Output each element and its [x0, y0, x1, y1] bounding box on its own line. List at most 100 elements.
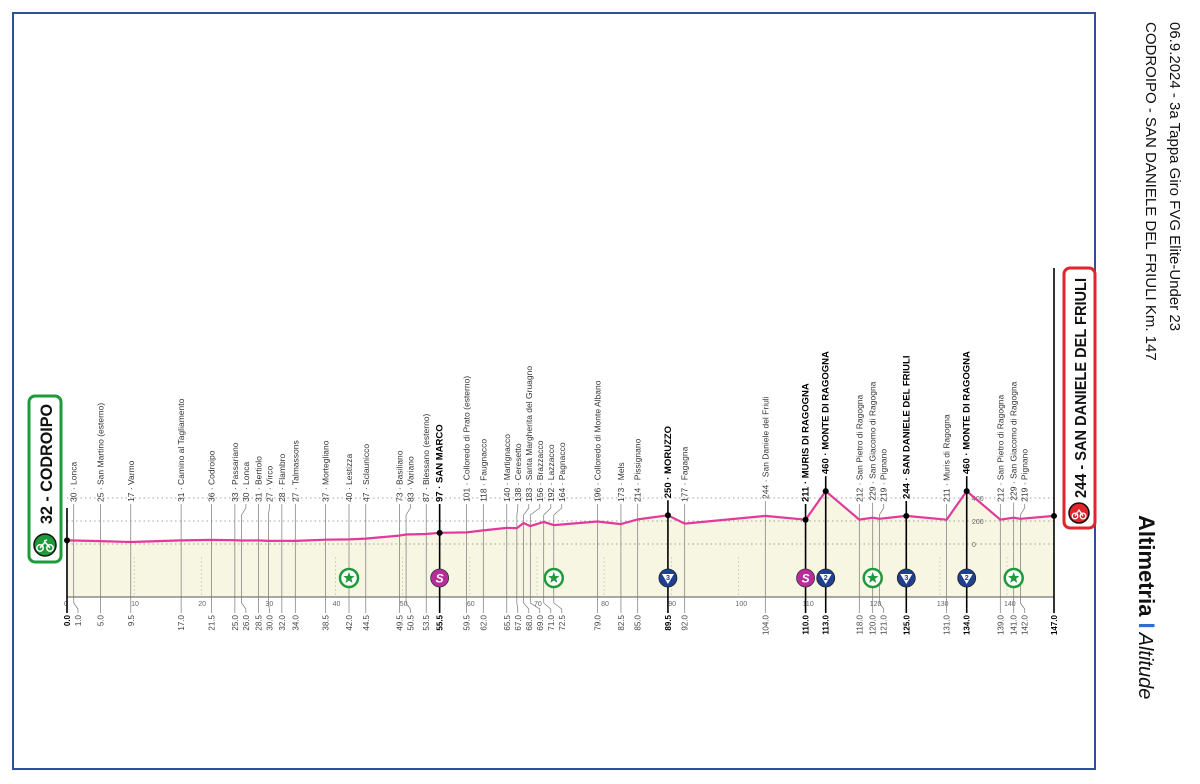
waypoint-km-label: 65.5	[503, 614, 512, 630]
waypoint-km-label: 44.5	[362, 614, 371, 630]
sprint-icon	[338, 567, 360, 589]
gpm-triangle	[661, 574, 674, 584]
gpm-climb-icon: 3	[658, 568, 678, 588]
waypoint-dot	[64, 537, 70, 544]
waypoint-km-label: 17.0	[177, 614, 186, 630]
waypoint-km-label: 42.0	[345, 614, 354, 630]
waypoint-km-label: 71.0	[547, 614, 556, 630]
waypoint-label: 83 · Variano	[405, 456, 415, 502]
waypoint-km-label: 21.5	[207, 614, 216, 630]
waypoint-dot	[1051, 512, 1057, 519]
svg-text:AltimetriaIAltitude: Altimetria I Altitude	[1134, 515, 1159, 699]
waypoint-km-label: 72.5	[558, 614, 567, 630]
waypoint-label: 211 · Muris di Ragogna	[942, 414, 952, 502]
waypoint-km-label: 49.5	[395, 614, 404, 630]
waypoint-km-label: 110.0	[802, 614, 811, 634]
waypoint-line	[529, 504, 541, 597]
waypoint-dot	[903, 512, 910, 519]
gpm-triangle	[900, 574, 913, 584]
waypoint-label: 118 · Faugnacco	[478, 439, 488, 502]
waypoint-km-tick	[73, 597, 79, 613]
waypoint-km-tick	[523, 597, 530, 613]
waypoint-label: 164 · Pagnacco	[557, 442, 567, 502]
waypoint-km-label: 1.0	[74, 614, 83, 626]
waypoint-km-tick	[1020, 597, 1026, 613]
waypoint-label: 101 · Colloredo di Prato (esterno)	[462, 376, 472, 502]
waypoint-label: 196 · Colloredo di Monte Albano	[592, 380, 602, 502]
start-badge: 32 - CODROIPO	[27, 394, 63, 564]
waypoint-km-label: 141.0	[1010, 614, 1019, 635]
waypoint-line	[516, 504, 519, 597]
waypoint-km-label: 142.0	[1021, 614, 1030, 635]
special-sprint-icon: S	[796, 568, 815, 588]
waypoint-label: 140 · Martignacco	[502, 434, 512, 502]
special-sprint-circle	[796, 568, 815, 588]
waypoint-label: 250 · MORUZZO	[663, 426, 674, 498]
waypoint-label: 37 · Mortegliano	[321, 440, 331, 502]
sprint-icon	[1003, 567, 1024, 589]
waypoint-km-label: 85.0	[634, 614, 643, 630]
waypoint-dot	[822, 488, 829, 495]
waypoint-km-tick	[268, 597, 270, 613]
waypoint-label: 36 · Codroipo	[206, 450, 216, 502]
waypoint-label: 47 · Sclaunicco	[361, 444, 371, 502]
bike-icon	[33, 533, 57, 557]
waypoint-line	[268, 504, 270, 597]
waypoint-km-label: 59.5	[463, 614, 472, 630]
waypoint-label: 138 · Ceresetto	[513, 443, 523, 502]
star-icon	[548, 572, 560, 583]
waypoint-label: 212 · San Pietro di Ragogna	[854, 394, 864, 502]
waypoint-label: 30 · Lonca	[241, 462, 251, 502]
km-tick-label: 110	[803, 601, 814, 608]
waypoint-km-label: 55.5	[436, 614, 445, 630]
waypoint-label: 156 · Brazzacco	[535, 440, 545, 502]
waypoint-km-label: 68.0	[525, 614, 534, 630]
waypoint-km-label: 118.0	[855, 614, 864, 634]
waypoint-label: 229 · San Giacomo di Ragogna	[1009, 381, 1019, 500]
km-tick-label: 90	[668, 601, 676, 608]
gpm-climb-icon: 2	[957, 568, 977, 588]
waypoint-km-label: 5.0	[97, 614, 106, 626]
km-tick-label: 20	[198, 601, 206, 608]
waypoint-km-label: 147.0	[1050, 614, 1059, 635]
special-sprint-circle	[430, 568, 450, 588]
waypoint-dot	[963, 488, 970, 495]
waypoint-label: 460 · MONTE DI RAGOGNA	[962, 351, 973, 474]
gpm-category: 3	[904, 573, 908, 582]
waypoint-km-label: 139.0	[996, 614, 1005, 635]
km-tick-label: 120	[870, 601, 882, 608]
waypoint-label: 30 · Lonca	[69, 462, 79, 502]
waypoint-dot	[802, 516, 809, 523]
waypoint-label: 27 · Talmassons	[290, 440, 300, 502]
waypoint-label: 219 · Pignano	[879, 449, 889, 502]
waypoint-km-label: 121.0	[880, 614, 889, 635]
waypoint-km-label: 38.5	[322, 614, 331, 630]
stage-title: 06.9.2024 - 3a Tappa Giro FVG Elite-Unde…	[1166, 22, 1183, 331]
waypoint-km-tick	[529, 597, 541, 613]
waypoint-km-label: 50.5	[406, 614, 415, 630]
waypoint-label: 25 · San Martino (esterno)	[96, 403, 106, 502]
waypoint-km-label: 82.5	[617, 614, 626, 630]
waypoint-km-label: 79.0	[593, 614, 602, 630]
waypoint-label: 31 · Camino al Tagliamento	[176, 398, 186, 502]
waypoint-km-label: 62.0	[479, 614, 488, 630]
waypoint-km-label: 125.0	[902, 614, 911, 635]
waypoint-label: 31 · Bertiolo	[253, 456, 263, 502]
star-icon	[343, 572, 355, 583]
km-tick-label: 30	[265, 601, 273, 608]
gpm-category: 2	[824, 573, 828, 582]
waypoint-km-tick	[516, 597, 519, 613]
waypoint-label: 73 · Basiliano	[394, 450, 404, 502]
waypoint-km-label: 89.5	[664, 614, 673, 630]
waypoint-km-label: 28.5	[254, 614, 263, 630]
waypoint-km-label: 26.0	[242, 614, 251, 630]
waypoint-label: 244 · SAN DANIELE DEL FRIULI	[901, 356, 912, 499]
waypoint-dot	[664, 512, 671, 519]
waypoint-km-tick	[879, 597, 885, 613]
finish-label: 244 - SAN DANIELE DEL FRIULI	[1073, 278, 1090, 498]
sprint-icon	[543, 567, 565, 589]
gpm-category: 3	[666, 573, 670, 582]
waypoint-line	[543, 504, 552, 597]
waypoint-km-label: 92.0	[681, 614, 690, 630]
